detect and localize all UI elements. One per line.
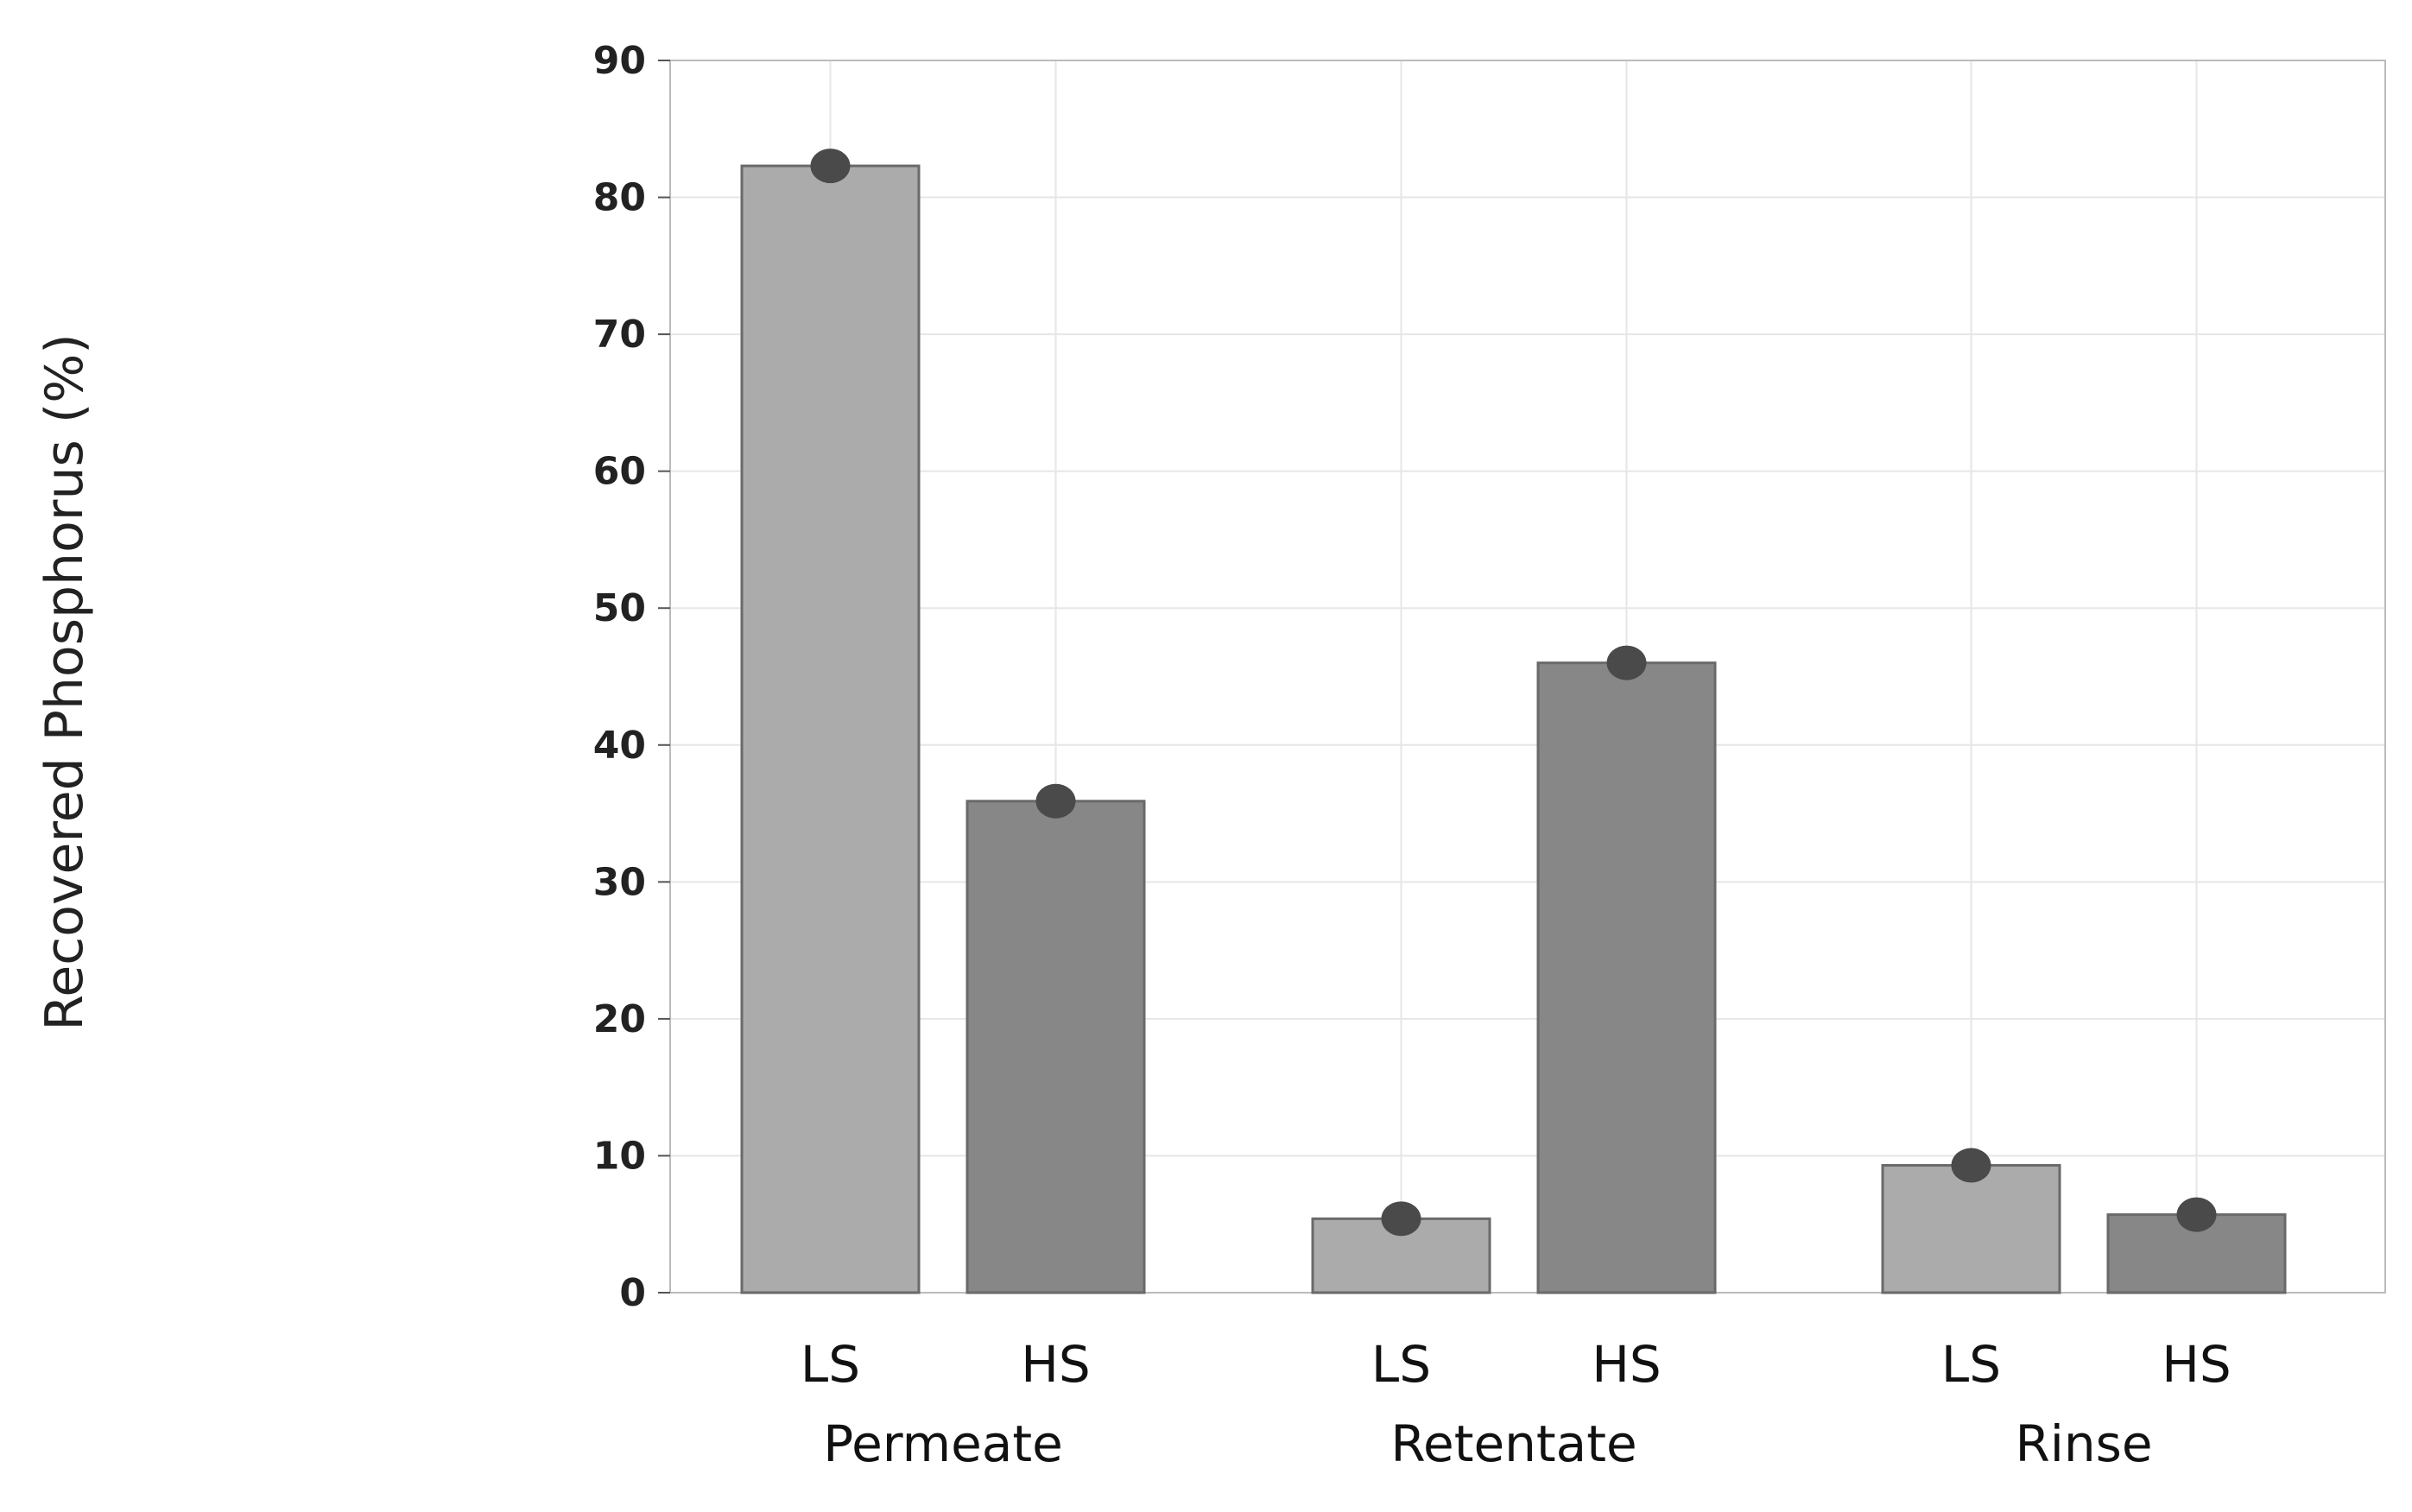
x-category-label: LS	[1371, 1335, 1431, 1394]
plot-frame	[669, 60, 2386, 1294]
x-category-label: HS	[1592, 1335, 1661, 1394]
y-tick-label: 50	[593, 586, 646, 630]
y-axis-title: Recovered Phosphorus (%)	[35, 333, 95, 1030]
y-tick-label: 0	[619, 1271, 646, 1315]
y-tick-label: 40	[593, 724, 646, 768]
x-group-label: Permeate	[823, 1414, 1063, 1473]
plot-area: 0 10 20 30 40 50 60 70 80 90 LS HS LS HS LS HS Permeate R…	[593, 39, 2386, 1473]
x-category-label: LS	[1941, 1335, 2001, 1394]
x-group-label: Rinse	[2015, 1414, 2152, 1473]
x-category-label: HS	[2162, 1335, 2231, 1394]
x-category-label: HS	[1021, 1335, 1090, 1394]
point-rinse-hs	[2176, 1197, 2217, 1232]
point-permeate-hs	[1035, 783, 1076, 819]
bar-permeate-ls	[740, 164, 921, 1294]
y-tick-label: 30	[593, 860, 646, 904]
y-tick-label: 70	[593, 313, 646, 357]
y-tick-label: 60	[593, 450, 646, 494]
point-retentate-ls	[1381, 1201, 1421, 1237]
x-category-label: LS	[801, 1335, 860, 1394]
x-group-label: Retentate	[1390, 1414, 1636, 1473]
bar-retentate-hs	[1536, 661, 1717, 1294]
bar-rinse-ls	[1881, 1164, 2061, 1294]
y-tick-label: 90	[593, 39, 646, 83]
y-tick-label: 80	[593, 176, 646, 220]
bar-permeate-hs	[965, 800, 1146, 1294]
point-retentate-hs	[1606, 645, 1647, 680]
y-tick-label: 10	[593, 1134, 646, 1178]
point-rinse-ls	[1951, 1148, 1991, 1183]
point-permeate-ls	[810, 149, 851, 184]
y-tick-label: 20	[593, 997, 646, 1041]
